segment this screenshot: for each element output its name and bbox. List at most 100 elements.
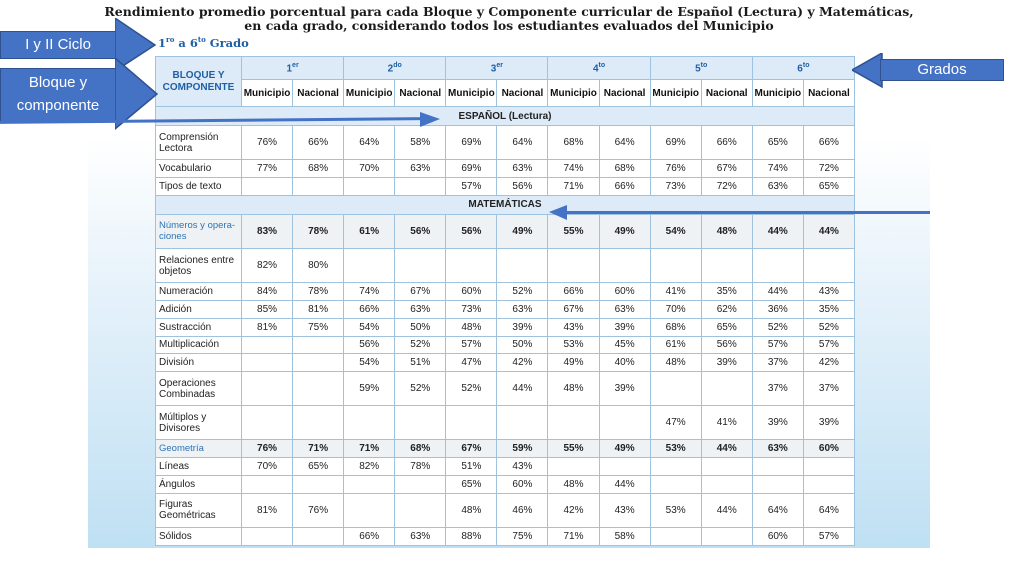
- cell-nacional: 58%: [394, 124, 447, 161]
- cell-municipio: 69%: [445, 159, 498, 178]
- subheader-municipio-grade-1: Municipio: [240, 79, 294, 107]
- cell-nacional: 60%: [496, 475, 549, 494]
- cell-municipio: 88%: [445, 527, 498, 546]
- table-row: Multiplicación 56% 52% 57% 50% 53% 45% 61% 56% 57…: [155, 335, 856, 355]
- table-row: Sólidos 66% 63% 88% 75% 71% 58% 60% 57%: [155, 527, 856, 546]
- cell-municipio: 71%: [547, 527, 600, 546]
- cell-nacional: 66%: [802, 124, 856, 161]
- cell-municipio: 54%: [343, 317, 396, 337]
- cell-nacional: [598, 457, 651, 477]
- header-grade-5: 5to: [649, 56, 753, 80]
- cell-nacional: 68%: [394, 439, 447, 459]
- cell-municipio: 47%: [445, 353, 498, 373]
- row-label: División: [155, 353, 242, 373]
- cell-municipio: 74%: [547, 159, 600, 178]
- cell-municipio: 53%: [649, 492, 702, 529]
- cell-municipio: 83%: [240, 213, 294, 249]
- row-label: Comprensión Lectora: [155, 124, 242, 161]
- cell-municipio: [240, 405, 294, 441]
- cell-nacional: [496, 405, 549, 441]
- table-row: Líneas 70% 65% 82% 78% 51% 43%: [155, 457, 856, 477]
- cell-nacional: [700, 527, 753, 546]
- cell-municipio: 68%: [547, 124, 600, 161]
- cell-nacional: 51%: [394, 353, 447, 373]
- cell-municipio: 48%: [547, 371, 600, 407]
- cell-nacional: [292, 176, 345, 196]
- cell-nacional: [292, 527, 345, 546]
- callout-bloque-arrow-icon: [115, 58, 159, 130]
- row-label: Números y opera-ciones: [155, 213, 242, 249]
- grade-middle: a 6: [174, 35, 198, 50]
- cell-municipio: 53%: [649, 439, 702, 459]
- cell-municipio: 71%: [547, 176, 600, 196]
- cell-municipio: 81%: [240, 492, 294, 529]
- cell-municipio: 43%: [547, 317, 600, 337]
- cell-nacional: 58%: [598, 527, 651, 546]
- cell-municipio: 36%: [751, 299, 804, 319]
- grade-to-sup: to: [197, 35, 206, 44]
- subheader-municipio-grade-5: Municipio: [649, 79, 702, 107]
- cell-nacional: 45%: [598, 335, 651, 355]
- results-table: BLOQUE Y COMPONENTE 1er 2do 3er 4to 5to …: [155, 56, 856, 546]
- cell-nacional: 66%: [598, 176, 651, 196]
- cell-nacional: 75%: [292, 317, 345, 337]
- table-row: Adición 85% 81% 66% 63% 73% 63% 67% 63% 70% 62% 36%…: [155, 299, 856, 319]
- cell-nacional: [700, 371, 753, 407]
- cell-municipio: 74%: [751, 159, 804, 178]
- cell-municipio: [649, 371, 702, 407]
- row-label: Líneas: [155, 457, 242, 477]
- table-row: Relaciones entre objetos 82% 80%: [155, 247, 856, 284]
- cell-municipio: 61%: [649, 335, 702, 355]
- section-header-row: ESPAÑOL (Lectura): [155, 106, 855, 126]
- cell-municipio: [751, 247, 804, 284]
- cell-nacional: 63%: [394, 527, 447, 546]
- cell-municipio: 63%: [751, 439, 804, 459]
- table-row: Operaciones Combinadas 59% 52% 52% 44% 48% 39%…: [155, 371, 856, 407]
- cell-nacional: 39%: [496, 317, 549, 337]
- cell-municipio: 70%: [649, 299, 702, 319]
- cell-nacional: 37%: [802, 371, 856, 407]
- cell-municipio: [547, 405, 600, 441]
- cell-nacional: 63%: [496, 299, 549, 319]
- cell-municipio: 55%: [547, 439, 600, 459]
- callout-bloque: Bloque y componente: [0, 68, 116, 122]
- table-row-main-block: Geometría 76% 71% 71% 68% 67% 59% 55% 49% 53% 44% 6…: [155, 439, 856, 459]
- cell-nacional: [802, 475, 856, 494]
- cell-nacional: 66%: [700, 124, 753, 161]
- cell-nacional: [394, 405, 447, 441]
- cell-municipio: 47%: [649, 405, 702, 441]
- section-header-row: MATEMÁTICAS: [155, 194, 855, 215]
- cell-nacional: 50%: [496, 335, 549, 355]
- callout-grados: Grados: [880, 59, 1004, 81]
- cell-municipio: 48%: [445, 492, 498, 529]
- cell-municipio: [445, 405, 498, 441]
- cell-nacional: 46%: [496, 492, 549, 529]
- cell-municipio: [240, 353, 294, 373]
- section-title: ESPAÑOL (Lectura): [155, 106, 855, 126]
- cell-municipio: 69%: [649, 124, 702, 161]
- cell-nacional: 63%: [394, 159, 447, 178]
- table-row: Figuras Geométricas 81% 76% 48% 46% 42% 43% 53%…: [155, 492, 856, 529]
- cell-nacional: 39%: [598, 317, 651, 337]
- cell-nacional: 50%: [394, 317, 447, 337]
- row-label: Geometría: [155, 439, 242, 459]
- header-grade-1: 1er: [240, 56, 345, 80]
- subheader-municipio-grade-2: Municipio: [343, 79, 396, 107]
- cell-nacional: 68%: [598, 159, 651, 178]
- cell-nacional: 62%: [700, 299, 753, 319]
- cell-municipio: 65%: [751, 124, 804, 161]
- cell-nacional: 52%: [802, 317, 856, 337]
- cell-nacional: 43%: [496, 457, 549, 477]
- row-label: Vocabulario: [155, 159, 242, 178]
- cell-nacional: [394, 247, 447, 284]
- cell-nacional: 49%: [496, 213, 549, 249]
- cell-municipio: 44%: [751, 213, 804, 249]
- cell-nacional: 39%: [802, 405, 856, 441]
- cell-municipio: 82%: [343, 457, 396, 477]
- cell-nacional: 44%: [700, 439, 753, 459]
- cell-municipio: 76%: [240, 439, 294, 459]
- cell-municipio: 57%: [751, 335, 804, 355]
- row-label: Tipos de texto: [155, 176, 242, 196]
- header-bloque-componente: BLOQUE Y COMPONENTE: [155, 56, 242, 107]
- subheader-nacional-grade-1: Nacional: [292, 79, 345, 107]
